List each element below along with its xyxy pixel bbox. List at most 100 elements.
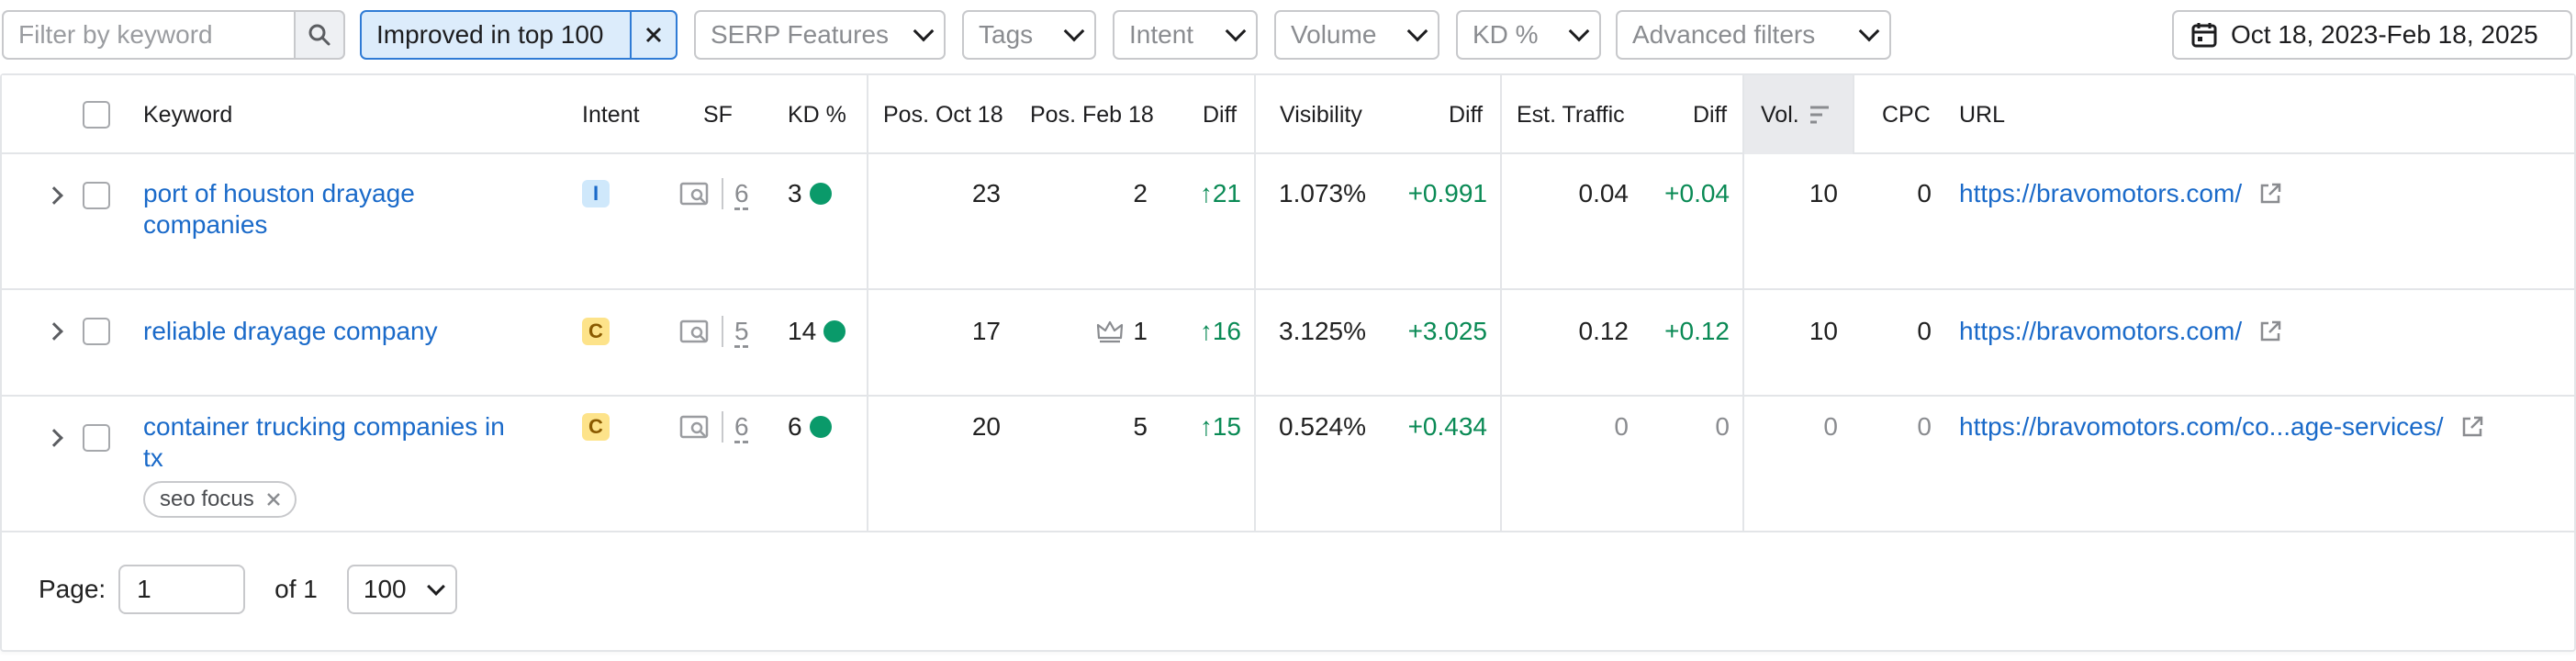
cpc-value: 0 [1917,317,1932,345]
volume-value: 0 [1823,412,1838,441]
serp-features-cell[interactable]: 6 [679,178,749,209]
page-number-value: 1 [137,575,151,603]
header-kd[interactable]: KD % [788,101,846,128]
url-link[interactable]: https://bravomotors.com/ [1959,178,2282,209]
header-vol-label: Vol. [1761,101,1799,128]
chevron-right-icon [45,322,63,341]
header-est-traffic[interactable]: Est. Traffic [1517,101,1625,128]
visibility-value: 0.524% [1279,412,1366,441]
keyword-tag[interactable]: seo focus [143,481,297,518]
page-number-input[interactable]: 1 [118,565,246,614]
kd-difficulty-dot [809,416,832,438]
expand-row-button[interactable] [45,182,63,209]
table-header: Keyword Intent SF KD % Pos. Oct 18 Pos. … [2,75,2574,154]
chevron-down-icon [1063,20,1085,42]
kd-label: KD % [1473,20,1539,49]
position-diff-value: 16 [1212,317,1241,345]
sf-separator [722,316,723,347]
header-url[interactable]: URL [1959,101,2006,128]
date-range-picker[interactable]: Oct 18, 2023-Feb 18, 2025 [2172,10,2572,60]
serp-features-count[interactable]: 6 [734,412,749,441]
external-link-icon[interactable] [2258,182,2282,206]
intent-informational-badge: I [582,180,610,207]
serp-features-count[interactable]: 5 [734,317,749,345]
tags-label: Tags [979,20,1034,49]
positions-table: Keyword Intent SF KD % Pos. Oct 18 Pos. … [0,73,2576,652]
chevron-right-icon [45,186,63,205]
advanced-filters-dropdown[interactable]: Advanced filters [1616,10,1891,60]
pos-feb-cell: 1 [1058,316,1148,347]
header-diff[interactable]: Diff [1203,101,1238,128]
expand-row-button[interactable] [45,318,63,345]
row-checkbox[interactable] [83,318,110,345]
header-keyword[interactable]: Keyword [143,101,233,128]
table-row: reliable drayage company C 5 14 17 [2,290,2574,397]
header-sf[interactable]: SF [703,101,733,128]
remove-filter-button[interactable] [630,12,676,58]
column-divider [1742,75,1744,532]
url-text: https://bravomotors.com/co...age-service… [1959,412,2444,441]
arrow-up-icon: ↑ [1199,317,1213,345]
header-visibility-diff[interactable]: Diff [1449,101,1484,128]
url-text: https://bravomotors.com/ [1959,179,2243,207]
cpc-value: 0 [1917,179,1932,207]
serp-features-cell[interactable]: 6 [679,411,749,443]
serp-features-cell[interactable]: 5 [679,316,749,347]
row-checkbox[interactable] [83,424,110,452]
search-icon [308,24,330,46]
keyword-text-line1: port of houston drayage [143,179,415,207]
external-link-icon[interactable] [2460,415,2484,439]
crown-featured-snippet-icon [1097,320,1124,343]
serp-snippet-icon [679,319,709,343]
rows-per-page-select[interactable]: 100 [346,565,457,614]
traffic-diff-value: +0.12 [1664,317,1730,345]
header-traffic-diff[interactable]: Diff [1693,101,1728,128]
intent-commercial-badge: C [582,413,610,441]
serp-snippet-icon [679,182,709,206]
url-link[interactable]: https://bravomotors.com/ [1959,316,2282,347]
kd-value: 3 [788,179,802,207]
pagination: Page: 1 of 1 100 [39,564,457,615]
chevron-down-icon [913,20,935,42]
active-filter-chip[interactable]: Improved in top 100 [360,10,678,60]
close-icon[interactable] [265,491,282,508]
sort-icon [1809,106,1829,124]
serp-features-count[interactable]: 6 [734,179,749,207]
select-all-checkbox[interactable] [83,75,110,154]
header-pos-oct[interactable]: Pos. Oct 18 [883,101,1003,128]
position-diff: ↑ 21 [1177,178,1241,209]
position-diff-value: 21 [1212,179,1241,207]
cpc-value: 0 [1917,412,1932,441]
kd-dropdown[interactable]: KD % [1456,10,1601,60]
pos-oct-value: 17 [971,317,1001,345]
serp-features-dropdown[interactable]: SERP Features [694,10,946,60]
row-checkbox[interactable] [83,182,110,209]
header-visibility[interactable]: Visibility [1280,101,1362,128]
visibility-value: 1.073% [1279,179,1366,207]
keyword-link[interactable]: port of houston drayage companies [143,178,415,241]
header-pos-feb[interactable]: Pos. Feb 18 [1030,101,1154,128]
column-divider [1254,75,1256,532]
intent-dropdown[interactable]: Intent [1113,10,1258,60]
header-cpc[interactable]: CPC [1882,101,1931,128]
position-diff: ↑ 16 [1177,316,1241,347]
tags-dropdown[interactable]: Tags [962,10,1096,60]
search-button[interactable] [294,10,345,60]
url-link[interactable]: https://bravomotors.com/co...age-service… [1959,411,2484,443]
table-row: port of houston drayage companies I 6 3 … [2,154,2574,290]
traffic-value: 0.04 [1578,179,1630,207]
header-intent[interactable]: Intent [582,101,640,128]
keyword-search-input[interactable]: Filter by keyword [2,10,296,60]
keyword-link[interactable]: container trucking companies in tx [143,411,505,474]
chevron-right-icon [45,429,63,447]
pos-feb-value: 2 [1133,179,1148,207]
volume-dropdown[interactable]: Volume [1274,10,1439,60]
chevron-down-icon [426,577,445,596]
chevron-down-icon [1858,20,1880,42]
external-link-icon[interactable] [2258,319,2282,343]
header-volume-sorted[interactable]: Vol. [1744,75,1853,154]
pos-oct-value: 20 [971,412,1001,441]
expand-row-button[interactable] [45,424,63,452]
visibility-diff-value: +0.991 [1407,179,1487,207]
keyword-link[interactable]: reliable drayage company [143,316,438,347]
